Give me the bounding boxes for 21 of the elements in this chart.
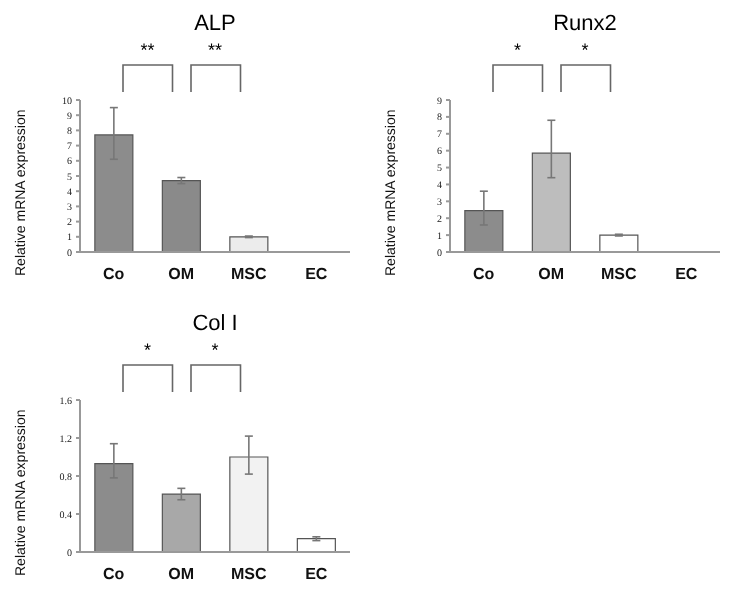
x-tick-label: Co bbox=[103, 565, 125, 584]
chart-title: Col I bbox=[190, 310, 240, 336]
text: * bbox=[579, 40, 591, 60]
x-tick-label: Co bbox=[473, 265, 495, 284]
chart-title: ALP bbox=[192, 10, 238, 36]
x-tick-label: MSC bbox=[230, 565, 267, 584]
chart-title: Runx2 bbox=[551, 10, 619, 36]
x-tick-label: MSC bbox=[230, 265, 267, 284]
text: * bbox=[209, 340, 221, 360]
x-tick-label: MSC bbox=[600, 265, 637, 284]
text: * bbox=[511, 40, 523, 60]
text: ** bbox=[205, 40, 224, 60]
x-tick-label: OM bbox=[168, 265, 195, 284]
x-tick-label: EC bbox=[675, 265, 698, 284]
text: * bbox=[141, 340, 153, 360]
x-tick-label: OM bbox=[168, 565, 195, 584]
x-tick-label: EC bbox=[305, 265, 328, 284]
text: ** bbox=[138, 40, 157, 60]
x-tick-label: OM bbox=[538, 265, 565, 284]
x-tick-label: Co bbox=[103, 265, 125, 284]
x-tick-label: EC bbox=[305, 565, 328, 584]
